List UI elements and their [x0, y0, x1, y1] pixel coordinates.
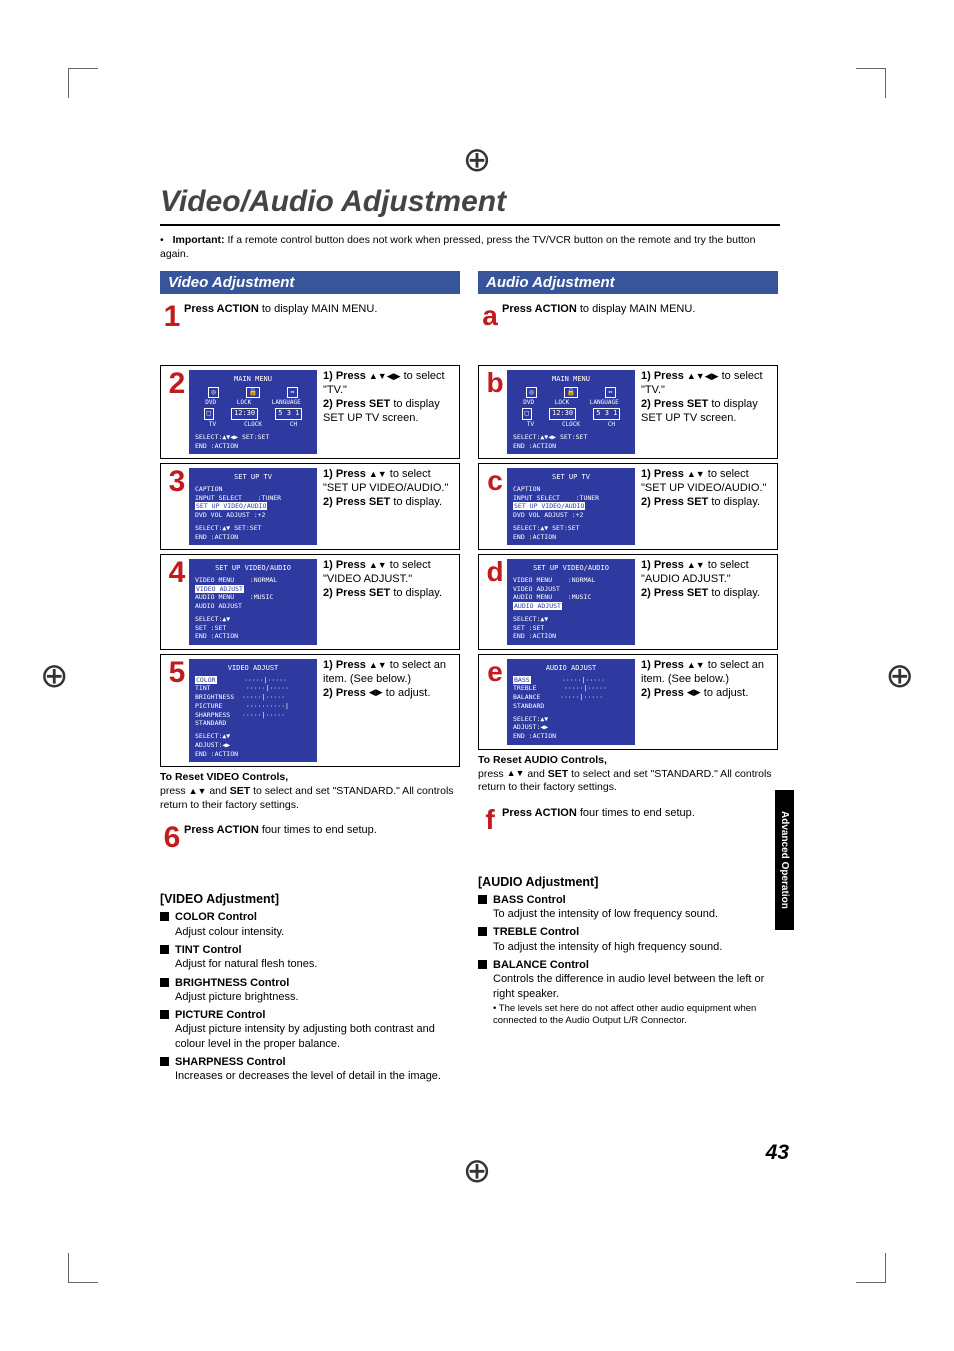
step-number: 5: [165, 659, 189, 686]
crop-mark: [856, 68, 886, 98]
step-text: Press ACTION to display MAIN MENU.: [184, 303, 456, 317]
audio-column: Audio Adjustment aPress ACTION to display…: [478, 271, 778, 1087]
step: 6Press ACTION four times to end setup.: [160, 820, 460, 882]
registration-mark: ⊕: [463, 140, 492, 180]
step-text: 1) Press ▲▼ to select "SET UP VIDEO/AUDI…: [641, 468, 773, 509]
step-text: 1) Press ▲▼ to select "VIDEO ADJUST."2) …: [323, 559, 455, 600]
step-text: 1) Press ▲▼◀▶ to select "TV."2) Press SE…: [641, 370, 773, 425]
step-number: f: [478, 807, 502, 832]
osd-screen: MAIN MENU◎🔒⇔DVDLOCKLANGUAGE□12:305 3 1TV…: [189, 370, 317, 454]
side-tab: Advanced Operation: [775, 790, 794, 930]
bullet-icon: [478, 927, 487, 936]
control-item: COLOR ControlAdjust colour intensity.: [160, 910, 460, 939]
step-text: Press ACTION to display MAIN MENU.: [502, 303, 774, 317]
page-number: 43: [766, 1141, 789, 1165]
osd-screen: SET UP TVCAPTIONINPUT SELECT :TUNERSET U…: [189, 468, 317, 545]
control-item: BASS ControlTo adjust the intensity of l…: [478, 893, 778, 922]
control-item: SHARPNESS ControlIncreases or decreases …: [160, 1055, 460, 1084]
step: 2MAIN MENU◎🔒⇔DVDLOCKLANGUAGE□12:305 3 1T…: [160, 365, 460, 459]
registration-mark: ⊕: [886, 656, 915, 696]
osd-screen: SET UP VIDEO/AUDIOVIDEO MENU :NORMALVIDE…: [507, 559, 635, 645]
bullet-icon: [478, 960, 487, 969]
control-item: TINT ControlAdjust for natural flesh ton…: [160, 943, 460, 972]
adjustment-subhead: [AUDIO Adjustment]: [478, 875, 778, 889]
crop-mark: [68, 1253, 98, 1283]
step-number: 2: [165, 370, 189, 397]
osd-screen: MAIN MENU◎🔒⇔DVDLOCKLANGUAGE□12:305 3 1TV…: [507, 370, 635, 454]
step-text: 1) Press ▲▼ to select an item. (See belo…: [323, 659, 455, 700]
step-number: 6: [160, 824, 184, 851]
step: cSET UP TVCAPTIONINPUT SELECT :TUNERSET …: [478, 463, 778, 550]
step-text: 1) Press ▲▼ to select "AUDIO ADJUST."2) …: [641, 559, 773, 600]
step-text: Press ACTION four times to end setup.: [502, 807, 774, 821]
step: eAUDIO ADJUSTBASS ·····|·····TREBLE ····…: [478, 654, 778, 750]
step: dSET UP VIDEO/AUDIOVIDEO MENU :NORMALVID…: [478, 554, 778, 650]
step-number: c: [483, 468, 507, 493]
step: 4SET UP VIDEO/AUDIOVIDEO MENU :NORMALVID…: [160, 554, 460, 650]
page: ⊕ ⊕ ⊕ ⊕ Video/Audio Adjustment • Importa…: [0, 0, 954, 1351]
important-label: Important:: [173, 234, 225, 246]
step-number: e: [483, 659, 507, 684]
bullet-icon: [160, 912, 169, 921]
control-item: TREBLE ControlTo adjust the intensity of…: [478, 925, 778, 954]
bullet-icon: [160, 1010, 169, 1019]
step: aPress ACTION to display MAIN MENU.: [478, 299, 778, 361]
registration-mark: ⊕: [40, 656, 69, 696]
osd-screen: VIDEO ADJUSTCOLOR ·····|·····TINT ·····|…: [189, 659, 317, 762]
page-title: Video/Audio Adjustment: [160, 185, 780, 226]
step-text: Press ACTION four times to end setup.: [184, 824, 456, 838]
video-column: Video Adjustment 1Press ACTION to display…: [160, 271, 460, 1087]
crop-mark: [68, 68, 98, 98]
bullet-icon: [160, 945, 169, 954]
step-text: 1) Press ▲▼◀▶ to select "TV."2) Press SE…: [323, 370, 455, 425]
step-text: 1) Press ▲▼ to select "SET UP VIDEO/AUDI…: [323, 468, 455, 509]
important-note: • Important: If a remote control button …: [160, 234, 780, 261]
step: fPress ACTION four times to end setup.: [478, 803, 778, 865]
control-item: BALANCE ControlControls the difference i…: [478, 958, 778, 1028]
reset-note: To Reset VIDEO Controls,press ▲▼ and SET…: [160, 771, 460, 812]
control-item: BRIGHTNESS ControlAdjust picture brightn…: [160, 976, 460, 1005]
step-text: 1) Press ▲▼ to select an item. (See belo…: [641, 659, 773, 700]
section-heading: Video Adjustment: [160, 271, 460, 294]
step-number: d: [483, 559, 507, 584]
crop-mark: [856, 1253, 886, 1283]
content-area: Video/Audio Adjustment • Important: If a…: [160, 185, 780, 1088]
step-number: 3: [165, 468, 189, 495]
bullet-icon: [160, 1057, 169, 1066]
osd-screen: AUDIO ADJUSTBASS ·····|·····TREBLE ·····…: [507, 659, 635, 745]
adjustment-subhead: [VIDEO Adjustment]: [160, 892, 460, 906]
step-number: 4: [165, 559, 189, 586]
step: 3SET UP TVCAPTIONINPUT SELECT :TUNERSET …: [160, 463, 460, 550]
two-column-layout: Video Adjustment1Press ACTION to display…: [160, 271, 780, 1087]
step-number: 1: [160, 303, 184, 330]
osd-screen: SET UP VIDEO/AUDIOVIDEO MENU :NORMALVIDE…: [189, 559, 317, 645]
reset-note: To Reset AUDIO Controls,press ▲▼ and SET…: [478, 754, 778, 795]
step-number: b: [483, 370, 507, 395]
step-number: a: [478, 303, 502, 328]
osd-screen: SET UP TVCAPTIONINPUT SELECT :TUNERSET U…: [507, 468, 635, 545]
bullet-icon: [478, 895, 487, 904]
step: bMAIN MENU◎🔒⇔DVDLOCKLANGUAGE□12:305 3 1T…: [478, 365, 778, 459]
registration-mark: ⊕: [463, 1151, 492, 1191]
control-item: PICTURE ControlAdjust picture intensity …: [160, 1008, 460, 1051]
bullet-icon: [160, 978, 169, 987]
section-heading: Audio Adjustment: [478, 271, 778, 294]
step: 5VIDEO ADJUSTCOLOR ·····|·····TINT ·····…: [160, 654, 460, 767]
step: 1Press ACTION to display MAIN MENU.: [160, 299, 460, 361]
important-text: If a remote control button does not work…: [160, 234, 755, 260]
